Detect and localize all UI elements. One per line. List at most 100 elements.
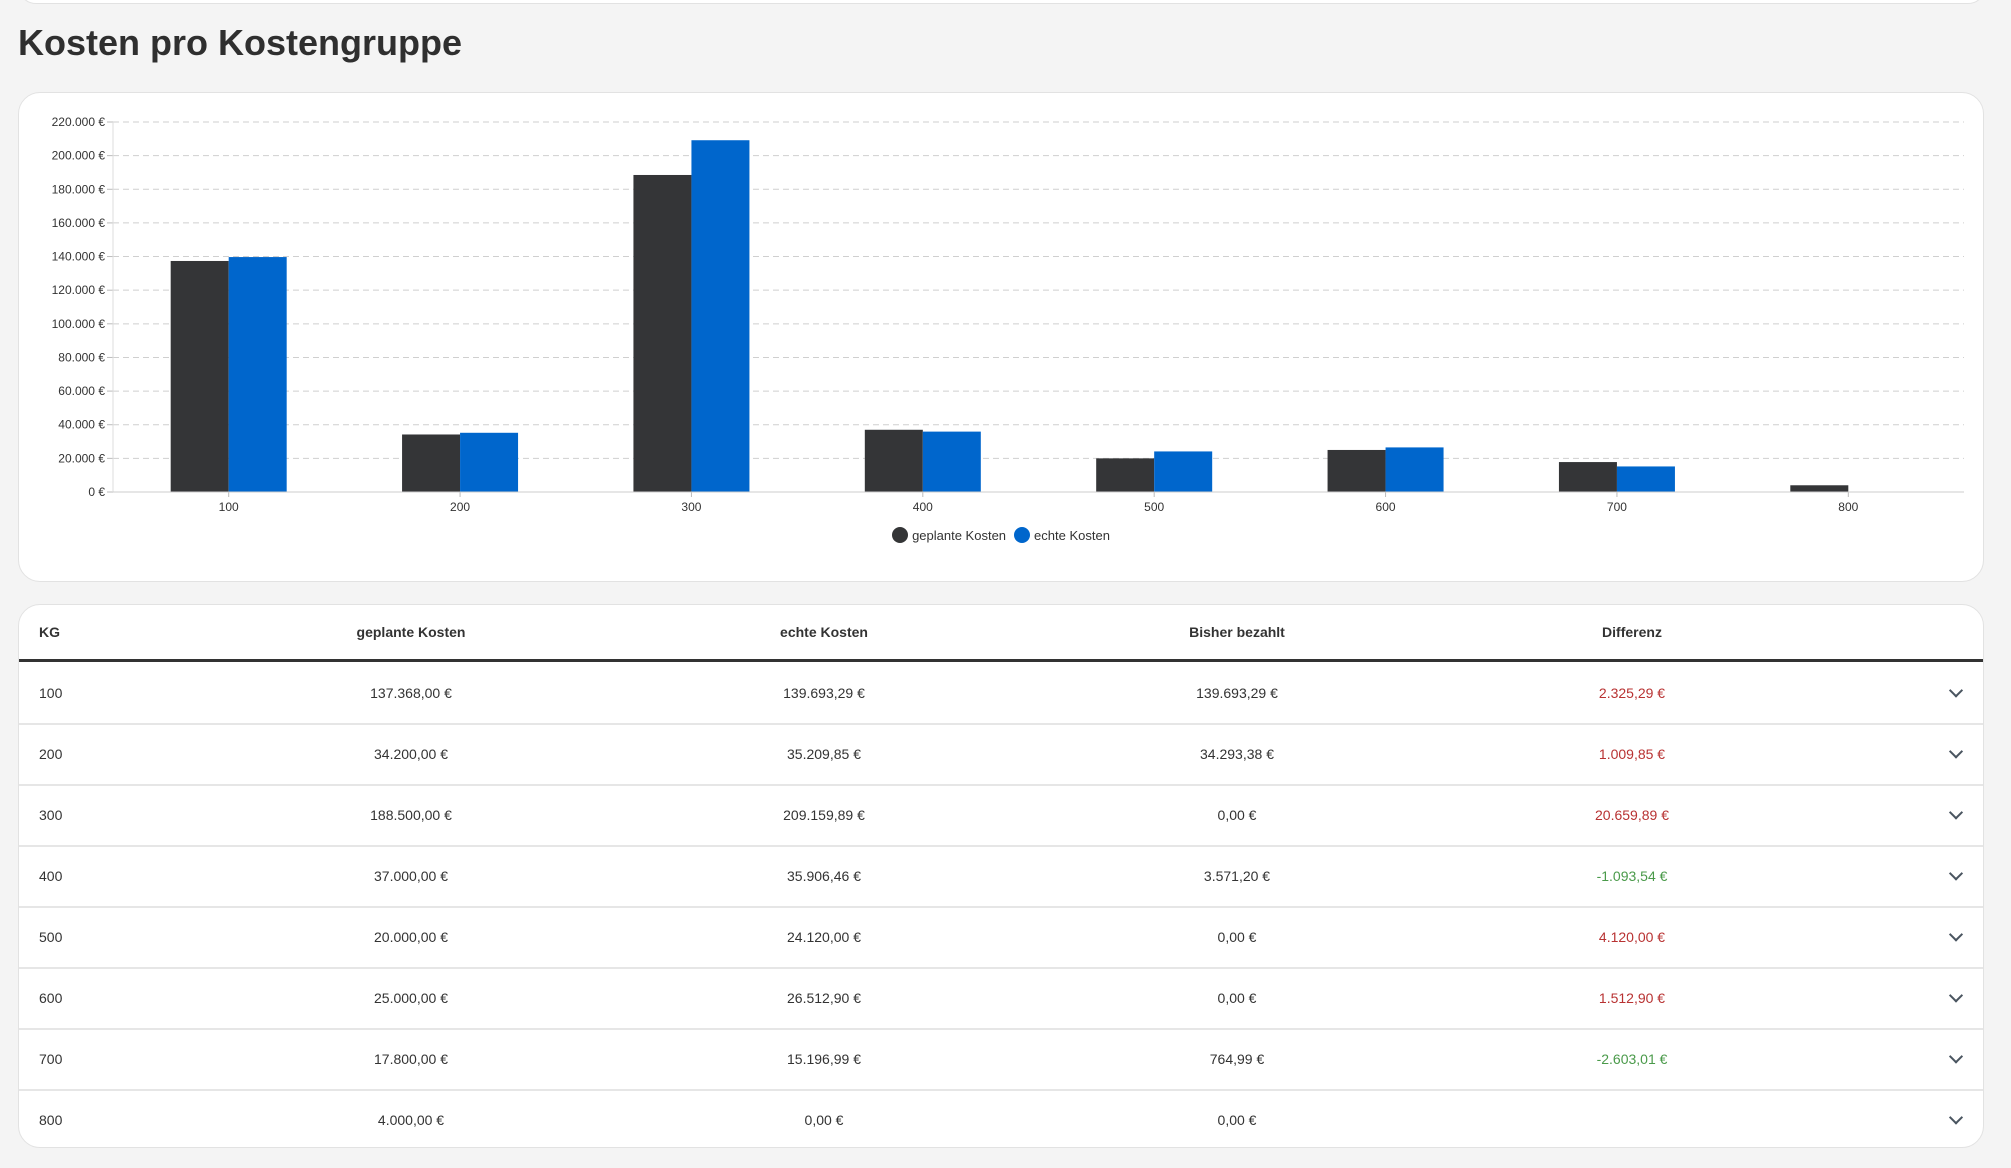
kg-cell: 500	[39, 928, 63, 945]
y-tick-label: 120.000 €	[52, 283, 106, 297]
cost-table: KG geplante Kosten echte Kosten Bisher b…	[18, 604, 1984, 1148]
geplant-cell: 34.200,00 €	[374, 745, 448, 762]
bar-geplante-800	[1790, 485, 1849, 492]
x-tick-label: 200	[450, 500, 470, 514]
echt-cell: 209.159,89 €	[783, 806, 865, 823]
table-row[interactable]: 200 34.200,00 € 35.209,85 € 34.293,38 € 1.00…	[19, 723, 1983, 786]
bar-geplante-700	[1558, 462, 1617, 492]
chevron-down-icon[interactable]	[1948, 743, 1964, 759]
legend-item-echt[interactable]: echte Kosten	[1014, 527, 1110, 543]
differenz-cell: 2.325,29 €	[1598, 684, 1666, 701]
bezahlt-cell: 0,00 €	[1217, 806, 1257, 823]
kg-cell: 800	[39, 1111, 63, 1128]
chevron-down-icon[interactable]	[1948, 1048, 1964, 1064]
header-kg[interactable]: KG	[39, 624, 60, 640]
geplant-cell: 17.800,00 €	[374, 1050, 448, 1067]
kg-cell: 700	[39, 1050, 63, 1067]
table-row[interactable]: 700 17.800,00 € 15.196,99 € 764,99 € -2.603,…	[19, 1028, 1983, 1091]
legend-dot-icon	[892, 527, 909, 543]
echt-cell: 24.120,00 €	[787, 928, 861, 945]
chevron-down-icon[interactable]	[1948, 682, 1964, 698]
bezahlt-cell: 3.571,20 €	[1203, 867, 1271, 884]
bar-chart: 0 € 20.000 € 40.000 € 60.000 € 80.000 € 100.0…	[52, 115, 1964, 514]
echt-cell: 35.209,85 €	[787, 745, 861, 762]
differenz-cell: 1.009,85 €	[1598, 745, 1666, 762]
x-tick-label: 400	[913, 500, 933, 514]
bar-geplante-500	[1096, 458, 1155, 492]
y-tick-label: 180.000 €	[52, 182, 106, 196]
kg-cell: 600	[39, 989, 63, 1006]
chevron-down-icon[interactable]	[1948, 987, 1964, 1003]
header-bezahlt[interactable]: Bisher bezahlt	[1189, 624, 1285, 640]
chart-legend: geplante Kosten echte Kosten	[19, 527, 1983, 543]
x-tick-label: 500	[1144, 500, 1164, 514]
bezahlt-cell: 34.293,38 €	[1200, 745, 1274, 762]
bar-echte-100	[228, 257, 287, 492]
geplant-cell: 188.500,00 €	[370, 806, 452, 823]
x-tick-label: 300	[681, 500, 701, 514]
chevron-down-icon[interactable]	[1948, 804, 1964, 820]
chevron-down-icon[interactable]	[1948, 1109, 1964, 1125]
differenz-cell: 20.659,89 €	[1595, 806, 1669, 823]
bar-echte-600	[1385, 447, 1444, 492]
y-tick-label: 140.000 €	[52, 250, 106, 264]
echt-cell: 0,00 €	[804, 1111, 844, 1128]
echt-cell: 139.693,29 €	[783, 684, 865, 701]
bar-echte-200	[460, 432, 519, 492]
bar-echte-300	[691, 140, 750, 493]
x-tick-label: 800	[1838, 500, 1858, 514]
bar-geplante-200	[402, 434, 461, 492]
x-tick-label: 600	[1376, 500, 1396, 514]
kg-cell: 100	[39, 684, 63, 701]
kg-cell: 400	[39, 867, 63, 884]
differenz-cell: -1.093,54 €	[1596, 867, 1668, 884]
table-row[interactable]: 800 4.000,00 € 0,00 € 0,00 €	[19, 1089, 1983, 1147]
y-tick-label: 220.000 €	[52, 115, 106, 129]
y-tick-label: 20.000 €	[58, 451, 105, 465]
y-tick-label: 0 €	[88, 485, 105, 499]
y-tick-label: 40.000 €	[58, 418, 105, 432]
kg-cell: 300	[39, 806, 63, 823]
bar-echte-500	[1154, 451, 1213, 492]
legend-label: geplante Kosten	[912, 527, 1007, 543]
legend-item-geplant[interactable]: geplante Kosten	[892, 527, 1006, 543]
kg-cell: 200	[39, 745, 63, 762]
geplant-cell: 4.000,00 €	[377, 1111, 445, 1128]
table-row[interactable]: 600 25.000,00 € 26.512,90 € 0,00 € 1.512,90 …	[19, 967, 1983, 1030]
geplant-cell: 25.000,00 €	[374, 989, 448, 1006]
y-tick-label: 80.000 €	[58, 350, 105, 364]
y-tick-label: 100.000 €	[52, 317, 106, 331]
chevron-down-icon[interactable]	[1948, 865, 1964, 881]
page-title: Kosten pro Kostengruppe	[18, 22, 463, 63]
bar-geplante-300	[633, 174, 692, 492]
table-row[interactable]: 400 37.000,00 € 35.906,46 € 3.571,20 € -1.09…	[19, 845, 1983, 908]
differenz-cell: -2.603,01 €	[1596, 1050, 1668, 1067]
bar-geplante-600	[1327, 449, 1386, 492]
y-tick-label: 60.000 €	[58, 384, 105, 398]
x-tick-label: 100	[219, 500, 239, 514]
bezahlt-cell: 139.693,29 €	[1196, 684, 1278, 701]
table-row[interactable]: 100 137.368,00 € 139.693,29 € 139.693,29 € 2…	[19, 662, 1983, 725]
table-row[interactable]: 300 188.500,00 € 209.159,89 € 0,00 € 20.659,…	[19, 784, 1983, 847]
legend-label: echte Kosten	[1034, 527, 1110, 543]
header-differenz[interactable]: Differenz	[1602, 624, 1662, 640]
geplant-cell: 137.368,00 €	[370, 684, 452, 701]
table-row[interactable]: 500 20.000,00 € 24.120,00 € 0,00 € 4.120,00 …	[19, 906, 1983, 969]
differenz-cell: 1.512,90 €	[1598, 989, 1666, 1006]
table-header: KG geplante Kosten echte Kosten Bisher b…	[19, 605, 1983, 662]
header-echt[interactable]: echte Kosten	[780, 624, 868, 640]
chart-card: 0 € 20.000 € 40.000 € 60.000 € 80.000 € 100.0…	[18, 92, 1984, 582]
echt-cell: 15.196,99 €	[787, 1050, 861, 1067]
echt-cell: 26.512,90 €	[787, 989, 861, 1006]
y-tick-label: 160.000 €	[52, 216, 106, 230]
legend-dot-icon	[1014, 527, 1031, 543]
bezahlt-cell: 0,00 €	[1217, 989, 1257, 1006]
geplant-cell: 37.000,00 €	[374, 867, 448, 884]
header-geplant[interactable]: geplante Kosten	[356, 624, 466, 640]
y-tick-label: 200.000 €	[52, 149, 106, 163]
bar-geplante-100	[170, 260, 229, 492]
bezahlt-cell: 764,99 €	[1209, 1050, 1265, 1067]
bar-echte-400	[922, 431, 981, 492]
chevron-down-icon[interactable]	[1948, 926, 1964, 942]
geplant-cell: 20.000,00 €	[374, 928, 448, 945]
